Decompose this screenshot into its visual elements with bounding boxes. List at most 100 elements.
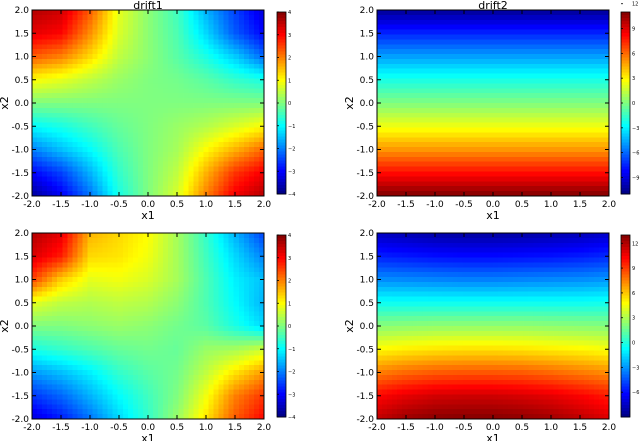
- heatmap-cell: [163, 272, 169, 278]
- heatmap-cell: [578, 166, 585, 173]
- heatmap-cell: [168, 88, 174, 94]
- heatmap-cell: [47, 233, 53, 239]
- heatmap-cell: [67, 73, 73, 80]
- heatmap-cell: [417, 176, 423, 182]
- heatmap-cell: [258, 63, 265, 70]
- heatmap-cell: [57, 122, 63, 129]
- heatmap-cell: [548, 132, 555, 138]
- colorbar-segment: [621, 30, 630, 34]
- heatmap-cell: [47, 326, 53, 332]
- heatmap-cell: [228, 326, 235, 332]
- heatmap-cell: [258, 176, 265, 182]
- heatmap-cell: [498, 117, 504, 124]
- heatmap-cell: [213, 103, 220, 109]
- heatmap-cell: [382, 127, 388, 133]
- heatmap-cell: [452, 161, 459, 168]
- heatmap-cell: [132, 267, 139, 273]
- colorbar-segment: [621, 87, 630, 92]
- heatmap-cell: [107, 112, 114, 119]
- heatmap-cell: [223, 272, 230, 278]
- heatmap-cell: [243, 166, 250, 173]
- heatmap-cell: [238, 147, 245, 153]
- heatmap-cell: [148, 186, 154, 192]
- heatmap-cell: [253, 311, 260, 317]
- heatmap-cell: [117, 262, 124, 268]
- heatmap-cell: [168, 326, 174, 332]
- heatmap-cell: [447, 156, 454, 163]
- heatmap-cell: [67, 132, 73, 138]
- heatmap-cell: [243, 277, 250, 283]
- heatmap-cell: [47, 127, 53, 133]
- heatmap-cell: [37, 247, 43, 254]
- heatmap-cell: [392, 132, 398, 138]
- heatmap-cell: [77, 78, 84, 85]
- heatmap-cell: [563, 127, 570, 133]
- heatmap-cell: [447, 88, 454, 94]
- heatmap-cell: [432, 132, 439, 138]
- heatmap-cell: [193, 137, 200, 143]
- heatmap-cell: [57, 291, 63, 298]
- heatmap-cell: [568, 29, 575, 36]
- heatmap-cell: [163, 233, 169, 239]
- heatmap-cell: [168, 44, 174, 50]
- heatmap-cell: [173, 98, 179, 104]
- heatmap-cell: [407, 24, 413, 31]
- heatmap-cell: [92, 161, 99, 168]
- heatmap-cell: [538, 19, 545, 26]
- heatmap-cell: [457, 88, 464, 94]
- heatmap-cell: [472, 112, 479, 119]
- heatmap-cell: [392, 191, 398, 197]
- heatmap-cell: [377, 181, 383, 187]
- heatmap-cell: [417, 98, 423, 104]
- heatmap-cell: [598, 34, 605, 40]
- heatmap-cell: [493, 112, 499, 119]
- heatmap-cell: [498, 49, 504, 55]
- heatmap-cell: [87, 291, 94, 298]
- heatmap-cell: [452, 181, 459, 187]
- heatmap-cell: [158, 335, 164, 342]
- heatmap-cell: [52, 247, 58, 254]
- heatmap-cell: [588, 68, 595, 75]
- heatmap-cell: [178, 127, 184, 133]
- heatmap-cell: [422, 54, 429, 60]
- heatmap-cell: [142, 137, 149, 143]
- heatmap-cell: [442, 147, 449, 153]
- heatmap-cell: [52, 137, 58, 143]
- heatmap-cell: [112, 49, 119, 55]
- heatmap-cell: [178, 83, 184, 89]
- heatmap-cell: [533, 54, 539, 60]
- heatmap-cell: [493, 186, 499, 192]
- heatmap-cell: [102, 93, 109, 99]
- heatmap-cell: [132, 44, 139, 50]
- heatmap-cell: [253, 166, 260, 173]
- heatmap-cell: [573, 186, 580, 192]
- heatmap-cell: [183, 277, 189, 283]
- heatmap-cell: [127, 137, 134, 143]
- heatmap-cell: [32, 88, 38, 94]
- heatmap-cell: [382, 44, 388, 50]
- heatmap-cell: [558, 10, 565, 16]
- heatmap-cell: [148, 24, 154, 31]
- heatmap-cell: [233, 330, 240, 337]
- heatmap-cell: [67, 252, 73, 259]
- heatmap-cell: [487, 122, 494, 129]
- heatmap-cell: [548, 34, 555, 40]
- heatmap-cell: [523, 44, 529, 50]
- heatmap-cell: [573, 117, 580, 124]
- heatmap-cell: [442, 29, 449, 36]
- heatmap-cell: [548, 181, 555, 187]
- heatmap-cell: [588, 78, 595, 85]
- heatmap-cell: [37, 88, 43, 94]
- heatmap-cell: [437, 83, 444, 89]
- heatmap-cell: [233, 335, 240, 342]
- heatmap-cell: [32, 291, 38, 298]
- heatmap-cell: [72, 277, 78, 283]
- chart-title: drift1: [133, 0, 163, 12]
- heatmap-cell: [427, 151, 434, 158]
- heatmap-cell: [148, 345, 154, 352]
- heatmap-cell: [467, 24, 474, 31]
- heatmap-cell: [82, 277, 89, 283]
- heatmap-cell: [47, 63, 53, 70]
- heatmap-cell: [52, 127, 58, 133]
- heatmap-cell: [243, 311, 250, 317]
